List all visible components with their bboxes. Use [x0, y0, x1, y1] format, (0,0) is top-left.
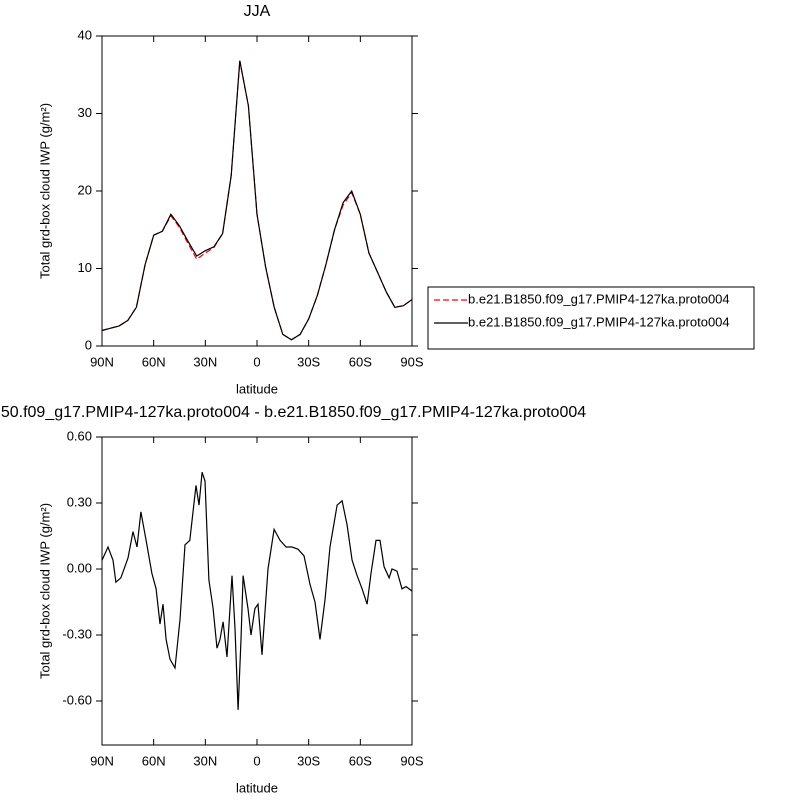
- x-tick-label: 0: [253, 354, 260, 369]
- y-axis-label: Total grd-box cloud IWP (g/m²): [37, 103, 52, 279]
- x-tick-label: 60N: [142, 354, 166, 369]
- x-tick-label: 90S: [400, 354, 423, 369]
- x-tick-label: 30S: [297, 753, 320, 768]
- y-tick-label: 10: [78, 260, 92, 275]
- y-tick-label: 0.60: [67, 428, 92, 443]
- y-tick-label: 0.30: [67, 494, 92, 509]
- y-tick-label: -0.60: [62, 692, 92, 707]
- y-axis-label: Total grd-box cloud IWP (g/m²): [37, 503, 52, 679]
- x-tick-label: 90N: [90, 354, 114, 369]
- y-tick-label: 20: [78, 182, 92, 197]
- data-line: [101, 60, 413, 341]
- data-line: [101, 60, 413, 341]
- legend-label: b.e21.B1850.f09_g17.PMIP4-127ka.proto004: [468, 291, 730, 306]
- x-tick-label: 0: [253, 753, 260, 768]
- plot-frame: [101, 35, 413, 347]
- x-tick-label: 60S: [349, 354, 372, 369]
- x-axis-label: latitude: [236, 780, 278, 795]
- chart-title: JJA: [244, 3, 271, 20]
- y-tick-label: 30: [78, 105, 92, 120]
- y-tick-label: 0: [85, 337, 92, 352]
- legend-label: b.e21.B1850.f09_g17.PMIP4-127ka.proto004: [468, 314, 730, 329]
- chart-title: b.e21.B1850.f09_g17.PMIP4-127ka.proto004…: [0, 404, 586, 421]
- legend-box: [427, 286, 755, 350]
- x-tick-label: 30S: [297, 354, 320, 369]
- x-tick-label: 60N: [142, 753, 166, 768]
- y-tick-label: 0.00: [67, 560, 92, 575]
- data-line: [101, 472, 413, 710]
- x-tick-label: 30N: [193, 753, 217, 768]
- y-tick-label: 40: [78, 27, 92, 42]
- x-tick-label: 90S: [400, 753, 423, 768]
- y-tick-label: -0.30: [62, 626, 92, 641]
- x-tick-label: 90N: [90, 753, 114, 768]
- x-tick-label: 30N: [193, 354, 217, 369]
- x-tick-label: 60S: [349, 753, 372, 768]
- plot-frame: [101, 436, 413, 746]
- x-axis-label: latitude: [236, 381, 278, 396]
